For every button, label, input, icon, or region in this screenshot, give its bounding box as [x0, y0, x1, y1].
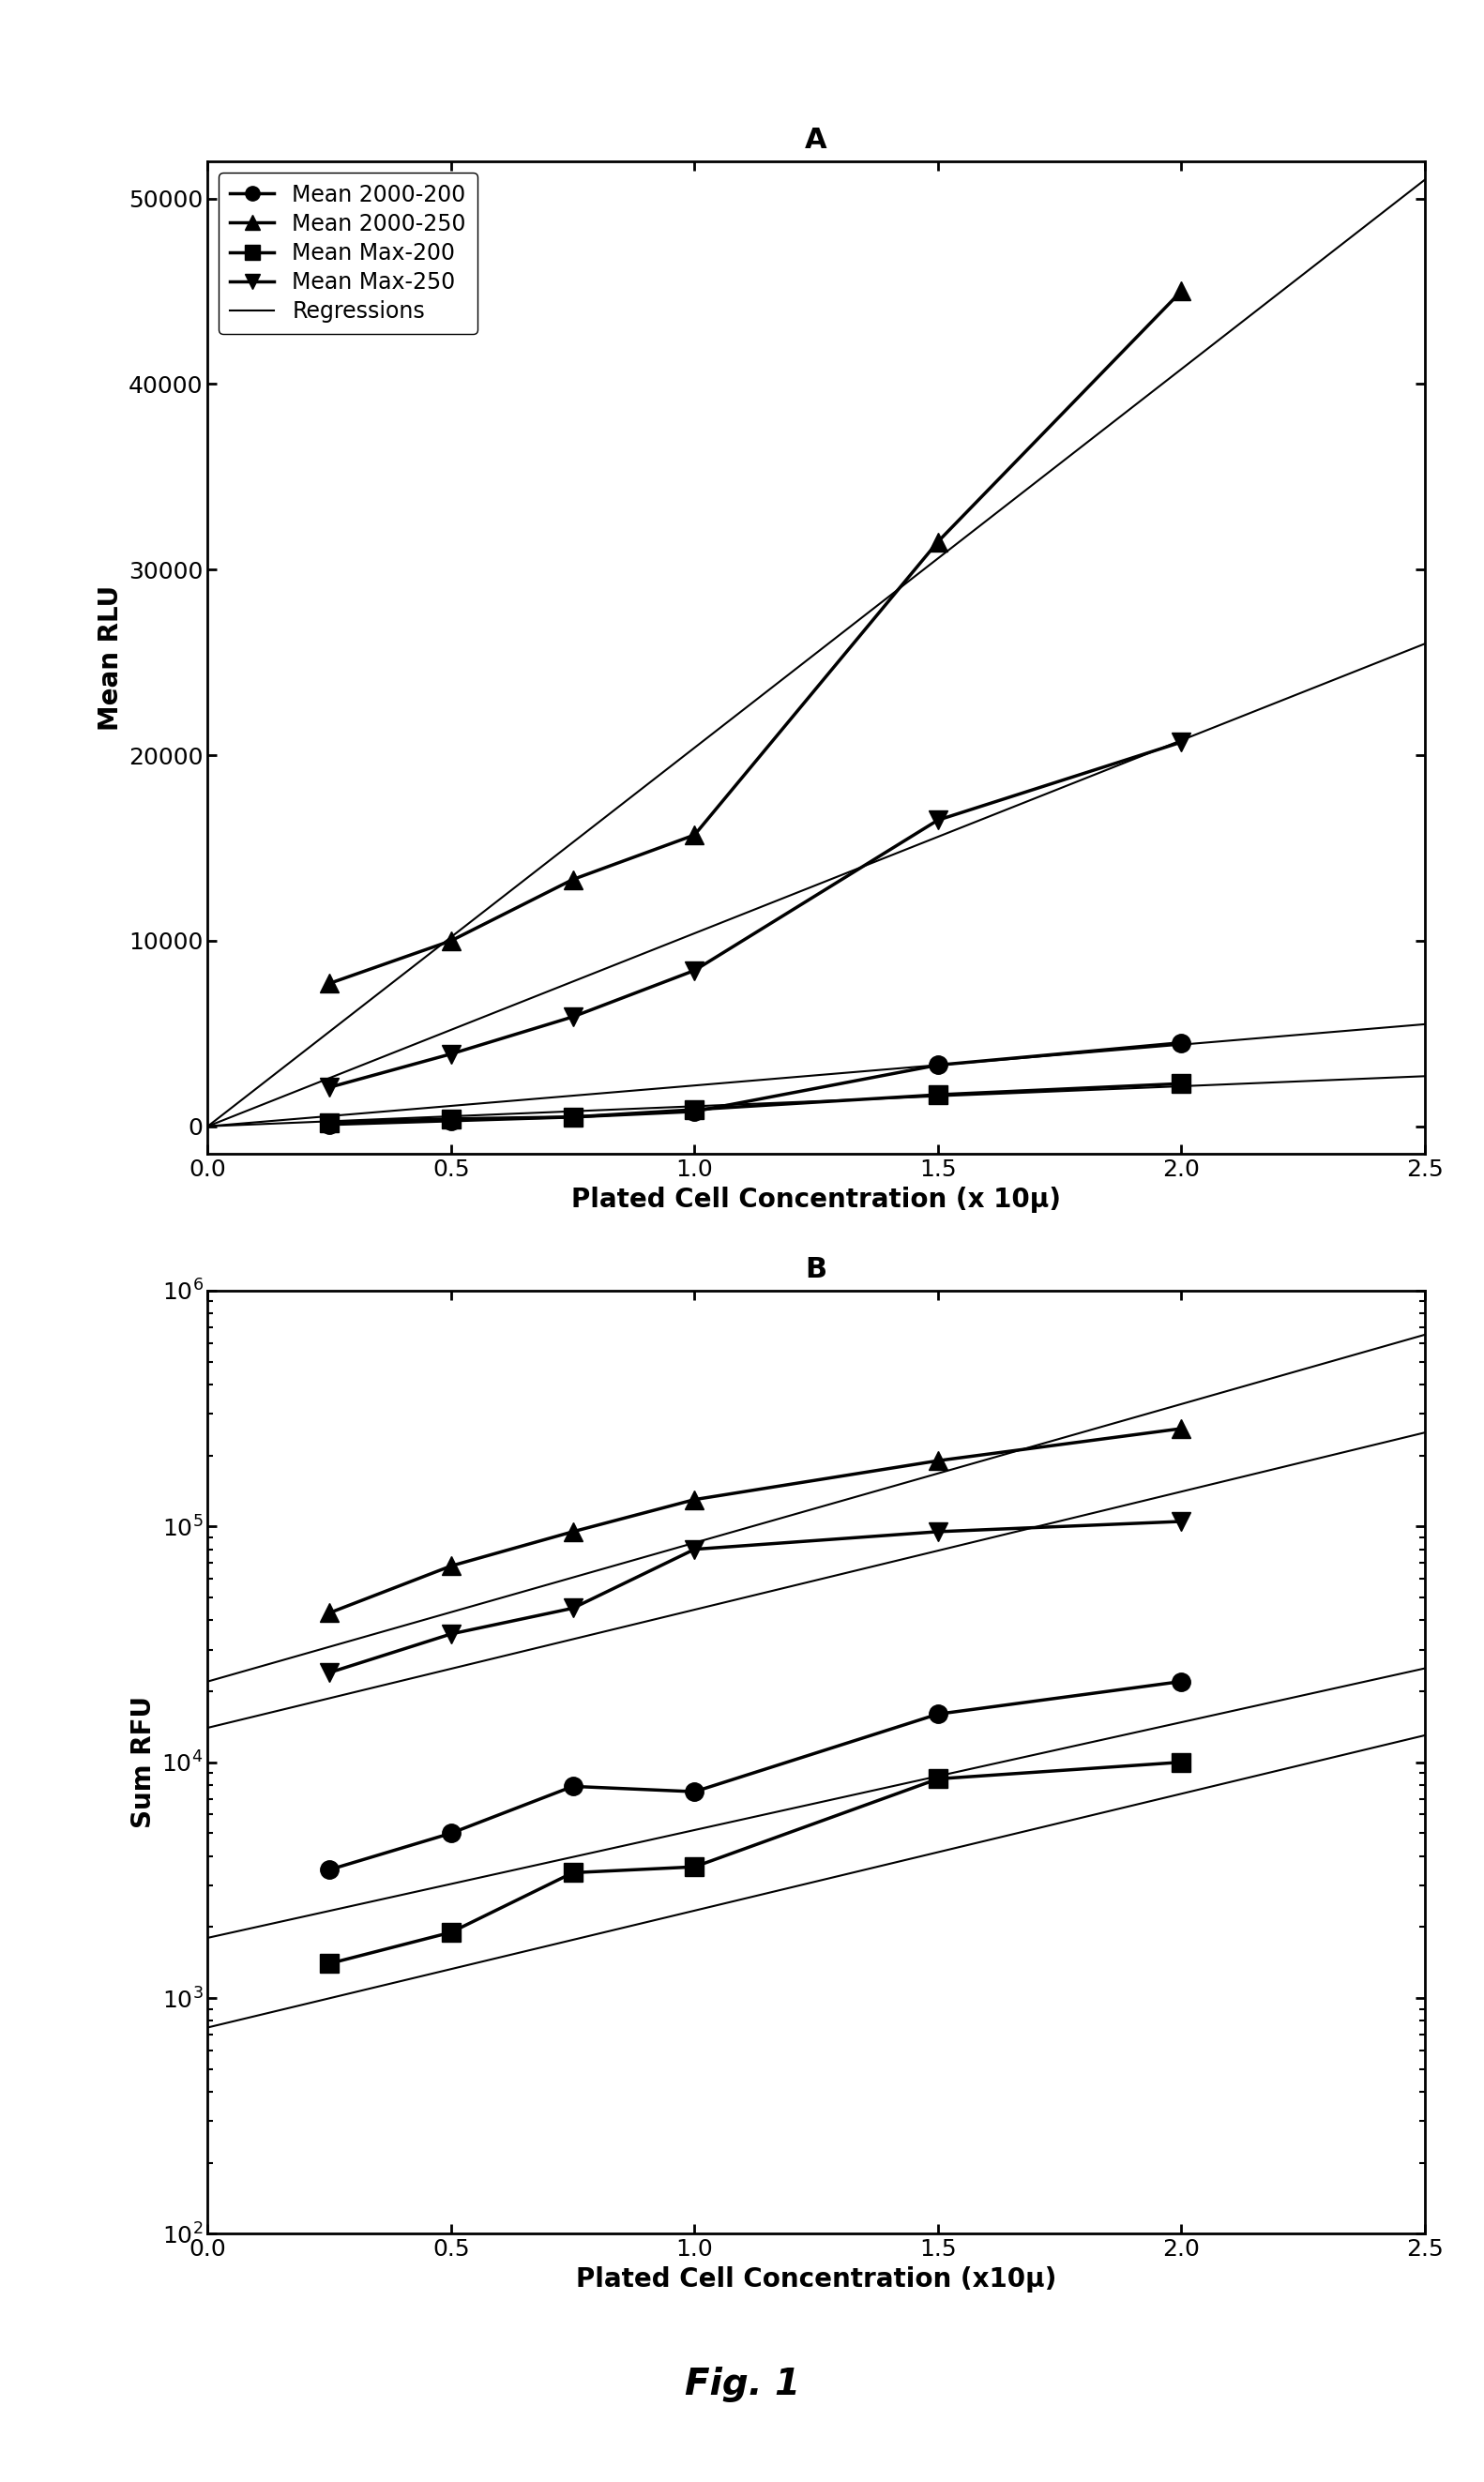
Mean Max-250 — [442, 1040, 460, 1070]
Mean 2000-200 — [686, 1097, 703, 1127]
Line: Mean 2000-200: Mean 2000-200 — [321, 1033, 1190, 1134]
Mean Max-250 — [929, 804, 947, 834]
Y-axis label: Mean RLU: Mean RLU — [96, 586, 123, 730]
Y-axis label: Sum RFU: Sum RFU — [131, 1695, 156, 1829]
Mean 2000-250 — [929, 526, 947, 556]
Line: Mean Max-200: Mean Max-200 — [321, 1075, 1190, 1132]
Title: A: A — [806, 127, 827, 154]
X-axis label: Plated Cell Concentration (x10µ): Plated Cell Concentration (x10µ) — [576, 2266, 1057, 2293]
Mean 2000-200 — [1172, 1028, 1190, 1057]
Mean 2000-200 — [564, 1102, 582, 1132]
Mean 2000-250 — [564, 864, 582, 894]
Mean 2000-250 — [1172, 276, 1190, 305]
Mean Max-250 — [686, 956, 703, 985]
Mean 2000-200 — [929, 1050, 947, 1080]
X-axis label: Plated Cell Concentration (x 10µ): Plated Cell Concentration (x 10µ) — [571, 1186, 1061, 1214]
Mean Max-250 — [1172, 727, 1190, 757]
Mean 2000-250 — [321, 968, 338, 998]
Mean Max-200 — [1172, 1070, 1190, 1100]
Mean 2000-250 — [442, 926, 460, 956]
Mean 2000-200 — [442, 1107, 460, 1137]
Mean Max-250 — [564, 1003, 582, 1033]
Mean 2000-200 — [321, 1109, 338, 1139]
Mean 2000-250 — [686, 819, 703, 849]
Title: B: B — [806, 1256, 827, 1283]
Mean Max-200 — [321, 1107, 338, 1137]
Mean Max-200 — [929, 1080, 947, 1109]
Mean Max-200 — [564, 1102, 582, 1132]
Text: Fig. 1: Fig. 1 — [684, 2368, 800, 2403]
Mean Max-250 — [321, 1072, 338, 1102]
Line: Mean 2000-250: Mean 2000-250 — [321, 283, 1190, 993]
Mean Max-200 — [686, 1095, 703, 1124]
Legend: Mean 2000-200, Mean 2000-250, Mean Max-200, Mean Max-250, Regressions: Mean 2000-200, Mean 2000-250, Mean Max-2… — [218, 171, 476, 333]
Mean Max-200 — [442, 1104, 460, 1134]
Line: Mean Max-250: Mean Max-250 — [321, 732, 1190, 1097]
